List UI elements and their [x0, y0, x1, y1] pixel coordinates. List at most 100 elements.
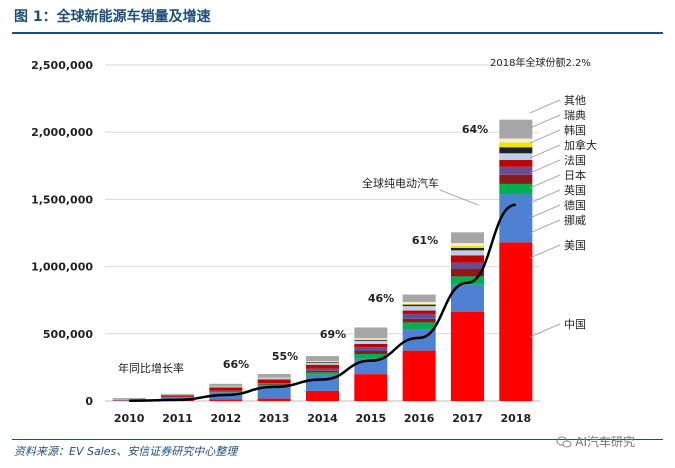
bar-segment [451, 276, 484, 285]
bar-segment [257, 383, 291, 384]
bar-segment [499, 166, 533, 175]
bar-segment [257, 398, 291, 401]
bar-segment [354, 340, 388, 344]
bar-segment [354, 374, 388, 401]
legend-leader [529, 174, 561, 189]
bar-segment [354, 327, 388, 339]
bar-segment [257, 384, 291, 386]
watermark: AI汽车研究 [556, 433, 635, 450]
legend-label: 瑞典 [564, 108, 586, 122]
y-tick-label: 0 [85, 395, 93, 408]
share-annotation: 2018年全球份额2.2% [490, 56, 591, 69]
bar-segment [499, 160, 533, 167]
source-note: 资料来源：EV Sales、安信证券研究中心整理 [14, 445, 238, 458]
bar-segment [499, 142, 533, 148]
y-tick-label: 500,000 [43, 328, 93, 341]
y-tick-label: 2,000,000 [31, 126, 93, 139]
bar-segment [499, 242, 533, 401]
legend-label: 其他 [564, 94, 586, 107]
bar-segment [257, 379, 291, 384]
bar-segment [354, 347, 388, 352]
x-tick-label: 2013 [259, 412, 290, 425]
bar-segment [499, 174, 533, 184]
growth-label: 46% [368, 292, 394, 305]
bar-segment [257, 383, 291, 385]
footer-divider [12, 439, 663, 440]
legend-leader [529, 144, 561, 159]
bar-segment [451, 269, 484, 277]
legend-label: 法国 [564, 153, 586, 167]
legend-label: 韩国 [564, 123, 586, 137]
bar-segment [402, 310, 436, 314]
bar-segment [451, 245, 484, 248]
line-series-label: 全球纯电动汽车 [362, 176, 439, 190]
legend-label: 加拿大 [564, 138, 597, 152]
bar-segment [451, 247, 484, 251]
bar-segment [499, 138, 533, 143]
bar-segment [499, 119, 533, 139]
bar-segment [161, 395, 194, 397]
wechat-icon [556, 436, 572, 447]
bar-segment [306, 362, 339, 363]
x-tick-label: 2010 [114, 412, 145, 425]
legend-label: 德国 [564, 198, 586, 212]
bar-segment [257, 373, 291, 378]
x-tick-label: 2015 [356, 412, 387, 425]
bar-segment [306, 356, 339, 362]
bar-segment [402, 313, 436, 319]
bar-segment [306, 364, 339, 369]
legend-leader [529, 159, 561, 174]
x-tick-label: 2014 [307, 412, 338, 425]
bar-segment [499, 194, 533, 243]
bar-segment [402, 303, 436, 305]
title-divider [12, 32, 663, 34]
legend-leader [529, 323, 561, 338]
bar-segment [161, 393, 194, 395]
bar-segment [257, 385, 291, 399]
bar-segment [354, 339, 388, 341]
legend-leader [529, 219, 561, 234]
bar-segment [499, 147, 533, 154]
x-tick-label: 2017 [452, 412, 483, 425]
legend-leader [529, 189, 561, 204]
legend-leader [529, 129, 561, 144]
legend-leader [529, 114, 561, 129]
growth-label: 69% [320, 328, 346, 341]
bar-segment [209, 383, 243, 387]
x-tick-label: 2011 [162, 412, 193, 425]
bar-segment [209, 399, 243, 401]
bar-segment [499, 183, 533, 195]
bar-segment [354, 343, 388, 348]
bar-segment [451, 250, 484, 256]
growth-caption: 年同比增长率 [118, 361, 184, 375]
bar-segment [209, 386, 243, 388]
bar-segment [402, 322, 436, 330]
y-tick-label: 1,500,000 [31, 193, 93, 206]
x-tick-label: 2012 [211, 412, 242, 425]
bar-segment [402, 294, 436, 302]
bar-segment [451, 243, 484, 246]
bar-segment [451, 232, 484, 244]
legend-label: 中国 [564, 318, 586, 331]
series-line [129, 203, 517, 402]
growth-label: 61% [412, 234, 438, 247]
bar-segment [402, 306, 436, 311]
bar-segment [306, 368, 339, 371]
growth-label: 55% [272, 350, 298, 363]
bar-segment [209, 391, 243, 393]
bar-segment [402, 318, 436, 323]
bar-segment [112, 398, 146, 400]
legend-label: 美国 [564, 239, 586, 252]
bar-segment [306, 370, 339, 373]
bar-segment [451, 262, 484, 270]
legend-leader [529, 244, 561, 259]
x-tick-label: 2016 [404, 412, 435, 425]
bar-segment [306, 362, 339, 365]
bar-segment [257, 378, 291, 380]
watermark-text: AI汽车研究 [575, 435, 635, 449]
bar-segment [306, 390, 339, 401]
legend-label: 挪威 [564, 213, 586, 227]
bar-segment [306, 372, 339, 375]
legend-label: 日本 [564, 168, 586, 182]
